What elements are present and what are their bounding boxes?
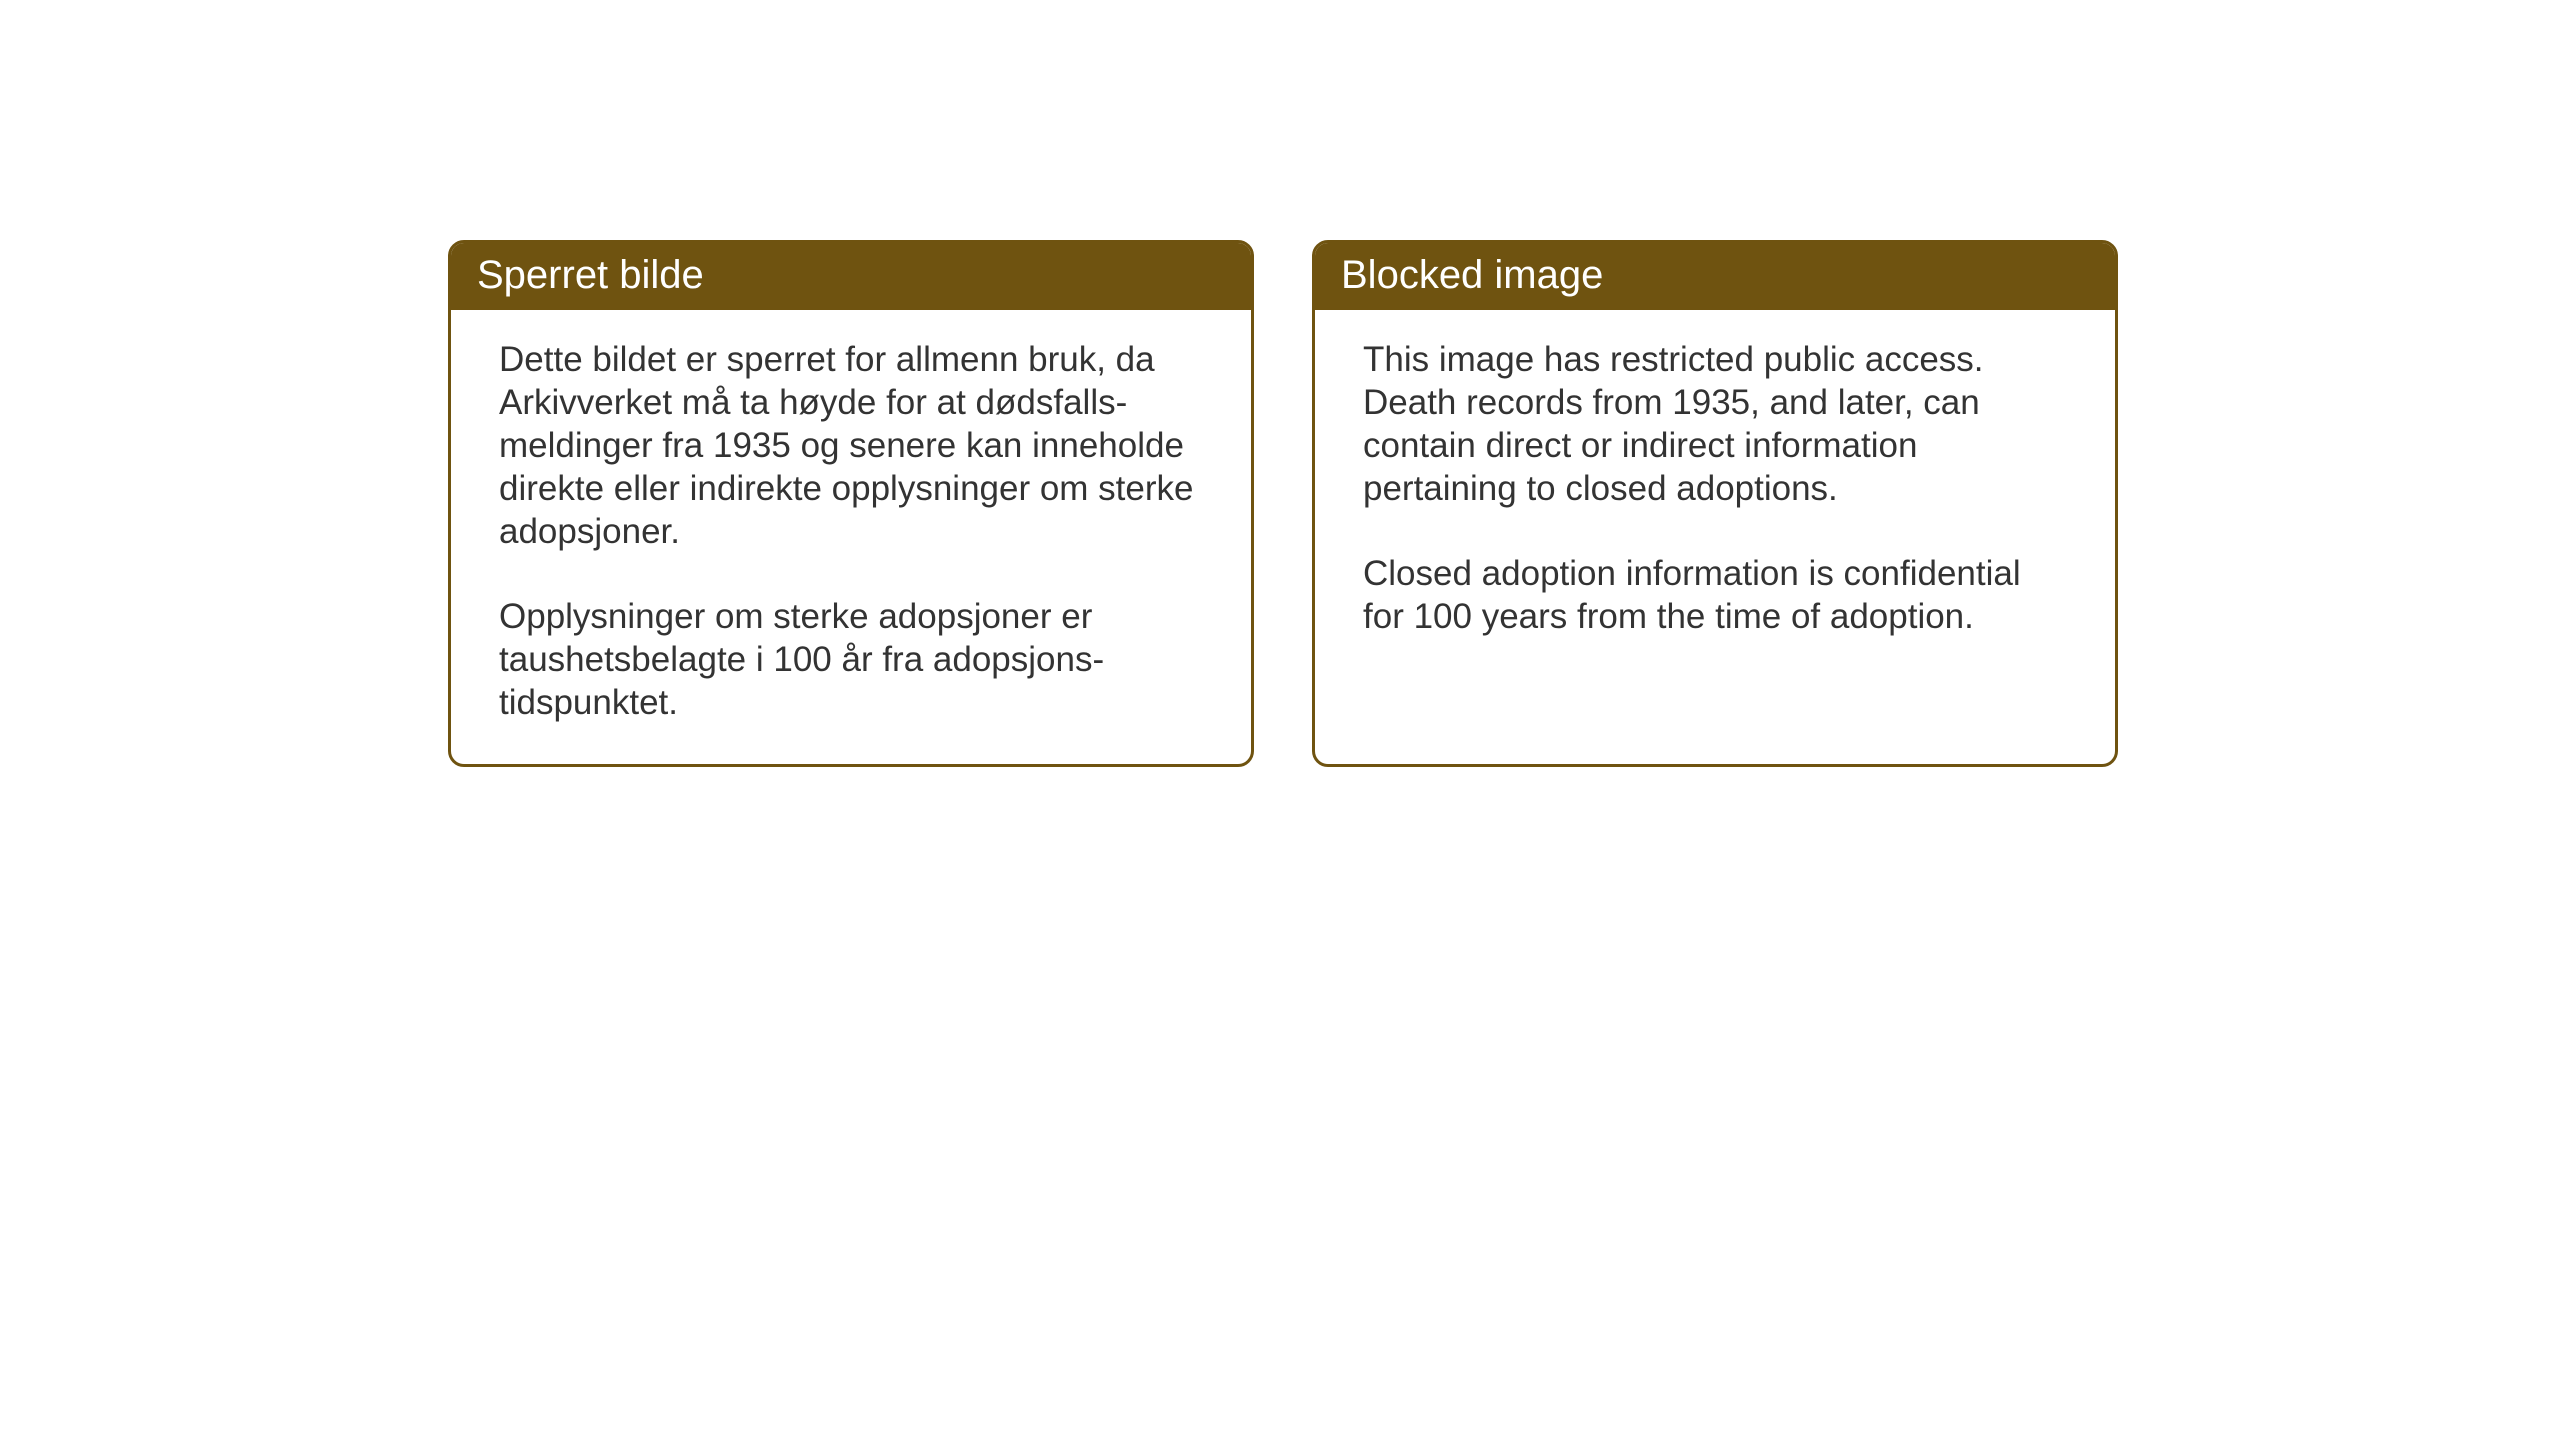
notice-paragraph-2-norwegian: Opplysninger om sterke adopsjoner er tau… [499, 595, 1203, 724]
notice-paragraph-2-english: Closed adoption information is confident… [1363, 552, 2067, 638]
notice-box-english: Blocked image This image has restricted … [1312, 240, 2118, 767]
notice-header-english: Blocked image [1315, 243, 2115, 310]
notice-paragraph-1-norwegian: Dette bildet er sperret for allmenn bruk… [499, 338, 1203, 553]
notice-body-english: This image has restricted public access.… [1315, 310, 2115, 678]
notice-container: Sperret bilde Dette bildet er sperret fo… [448, 240, 2118, 767]
notice-body-norwegian: Dette bildet er sperret for allmenn bruk… [451, 310, 1251, 764]
notice-box-norwegian: Sperret bilde Dette bildet er sperret fo… [448, 240, 1254, 767]
notice-header-norwegian: Sperret bilde [451, 243, 1251, 310]
notice-paragraph-1-english: This image has restricted public access.… [1363, 338, 2067, 510]
